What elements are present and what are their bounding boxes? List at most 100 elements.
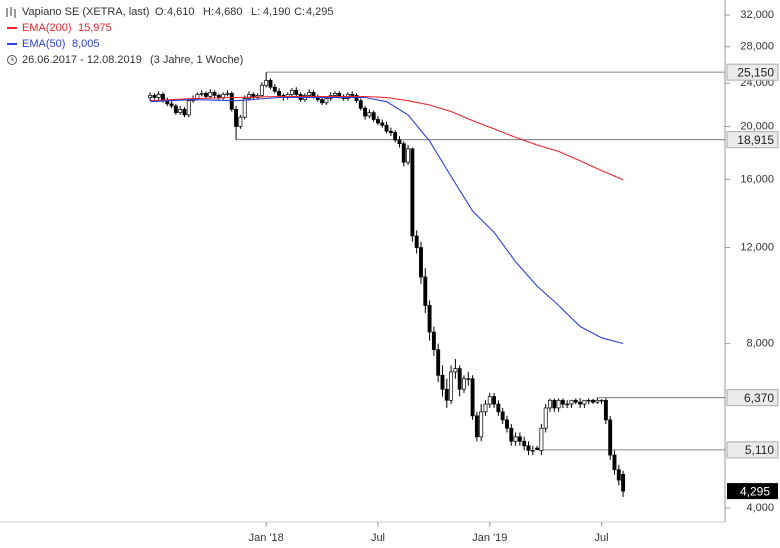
legend-label: EMA(200) bbox=[22, 22, 72, 34]
summary-value: 4,295 bbox=[306, 6, 334, 18]
price-label: 25,150 bbox=[737, 65, 774, 79]
candles bbox=[148, 72, 626, 497]
candle-body bbox=[216, 95, 221, 98]
legend-value: 15,975 bbox=[78, 22, 112, 34]
summary-value: 4,190 bbox=[263, 6, 291, 18]
period-note: (3 Jahre, 1 Woche) bbox=[150, 54, 243, 66]
candle-body bbox=[436, 349, 441, 376]
price-label-box bbox=[726, 63, 779, 81]
candle-body bbox=[578, 401, 583, 405]
candle-body bbox=[427, 305, 432, 333]
candle-body bbox=[173, 105, 178, 114]
candle-body bbox=[552, 399, 557, 409]
candle-body bbox=[380, 122, 385, 126]
legend-label: EMA(50) bbox=[22, 38, 65, 50]
candle-body bbox=[487, 396, 492, 405]
candle-body bbox=[406, 148, 411, 163]
candle-body bbox=[423, 276, 428, 306]
price-label: 6,370 bbox=[744, 391, 774, 405]
candle-body bbox=[247, 94, 251, 99]
candle-body bbox=[401, 143, 406, 163]
candle-body bbox=[367, 112, 372, 117]
y-tick-label: 32,000 bbox=[740, 9, 774, 21]
candle-body bbox=[199, 92, 204, 95]
x-tick-label: Jul bbox=[371, 532, 385, 544]
candle-body bbox=[496, 403, 501, 413]
candle-body bbox=[474, 415, 479, 438]
candle-body bbox=[479, 411, 484, 438]
candle-body bbox=[242, 98, 247, 118]
candle-body bbox=[268, 79, 273, 88]
summary-key: C: bbox=[294, 6, 305, 18]
x-tick-label: Jan '19 bbox=[472, 532, 507, 544]
candle-body bbox=[595, 399, 600, 403]
candle-body bbox=[376, 119, 380, 124]
candle-body bbox=[513, 436, 518, 442]
y-tick-label: 20,000 bbox=[740, 120, 774, 132]
candle-body bbox=[440, 374, 445, 390]
candle-body bbox=[466, 378, 471, 380]
ema-line bbox=[150, 96, 624, 345]
price-label-box bbox=[726, 131, 779, 149]
y-tick-label: 28,000 bbox=[740, 41, 774, 53]
candle-body bbox=[599, 399, 604, 402]
chart-icon bbox=[6, 7, 16, 18]
candle-body bbox=[522, 440, 527, 447]
candle-body bbox=[509, 427, 514, 442]
legend-value: 8,005 bbox=[72, 38, 100, 50]
candle-body bbox=[358, 100, 363, 109]
candle-body bbox=[238, 116, 243, 127]
ema-line bbox=[150, 95, 624, 181]
period: 26.06.2017 - 12.08.2019 bbox=[22, 54, 142, 66]
candle-body bbox=[526, 445, 531, 451]
candle-body bbox=[543, 407, 548, 429]
candle-body bbox=[453, 368, 458, 373]
candle-body bbox=[221, 94, 226, 98]
x-tick-label: Jan '18 bbox=[249, 532, 284, 544]
candle-body bbox=[208, 91, 213, 97]
candle-body bbox=[178, 108, 183, 114]
candle-body bbox=[307, 91, 312, 96]
candle-body bbox=[148, 95, 153, 98]
candle-body bbox=[225, 92, 230, 95]
candle-body bbox=[449, 371, 454, 401]
candle-body bbox=[320, 99, 325, 104]
candle-body bbox=[431, 331, 436, 351]
candle-body bbox=[457, 368, 462, 390]
candle-body bbox=[169, 103, 174, 107]
candle-body bbox=[419, 247, 423, 278]
candle-body bbox=[621, 473, 626, 492]
candle-body bbox=[350, 94, 355, 96]
candle-body bbox=[414, 235, 419, 248]
candle-body bbox=[462, 378, 466, 390]
candle-body bbox=[505, 419, 509, 429]
candle-body bbox=[492, 396, 497, 405]
candle-body bbox=[582, 399, 587, 405]
summary-key: O: bbox=[155, 6, 167, 18]
chart-title: Vapiano SE (XETRA, last) bbox=[22, 6, 150, 18]
price-label: 5,110 bbox=[745, 443, 774, 457]
clock-icon bbox=[7, 55, 17, 65]
candle-body bbox=[259, 84, 264, 96]
candle-body bbox=[212, 91, 217, 96]
price-label-box bbox=[726, 441, 779, 459]
candle-body bbox=[393, 132, 398, 141]
candle-body bbox=[444, 388, 449, 401]
summary-value: 4,610 bbox=[167, 6, 195, 18]
price-label-box bbox=[726, 389, 779, 407]
candle-body bbox=[229, 92, 234, 110]
candle-body bbox=[388, 130, 393, 133]
candle-body bbox=[152, 95, 157, 98]
candle-body bbox=[264, 79, 269, 86]
candle-body bbox=[573, 399, 578, 403]
last-price-label: 4,295 bbox=[740, 484, 770, 498]
candle-body bbox=[371, 112, 376, 120]
candle-body bbox=[616, 469, 621, 481]
candle-body bbox=[156, 94, 161, 98]
candle-body bbox=[182, 108, 187, 116]
candle-body bbox=[363, 107, 368, 117]
candle-body bbox=[470, 378, 475, 417]
candle-body bbox=[556, 399, 561, 409]
